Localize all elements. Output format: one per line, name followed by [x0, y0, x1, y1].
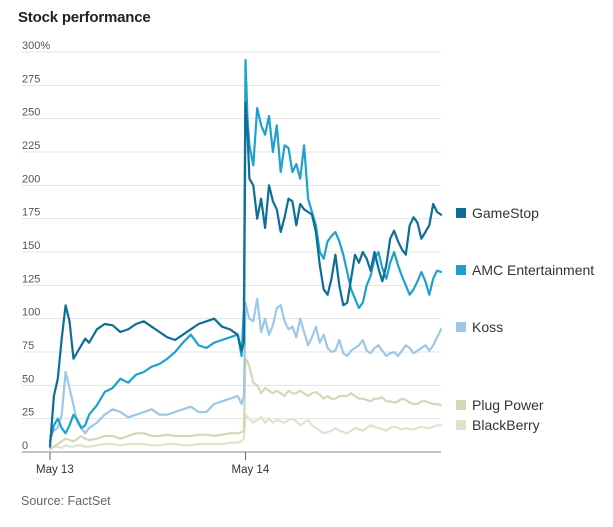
legend-label: Plug Power: [472, 397, 544, 413]
chart-title: Stock performance: [18, 9, 151, 26]
series-line-koss: [48, 297, 443, 438]
series-line-gamestop: [48, 101, 443, 448]
x-tick-label: May 13: [36, 464, 74, 476]
legend-swatch: [456, 208, 466, 218]
series-lines: [48, 58, 443, 451]
series-line-plug-power: [48, 357, 443, 451]
series-line-blackberry: [48, 413, 443, 450]
source-note: Source: FactSet: [21, 494, 111, 508]
legend-label: AMC Entertainment: [472, 262, 594, 278]
y-tick-label: 50: [22, 373, 34, 385]
y-tick-label: 200: [22, 173, 40, 185]
legend-swatch: [456, 322, 466, 332]
x-tick-label: May 14: [232, 464, 270, 476]
x-axis-ticks: May 13 May 14: [36, 452, 270, 476]
y-tick-label: 225: [22, 140, 40, 152]
legend-swatch: [456, 420, 466, 430]
legend-label: Koss: [472, 319, 503, 335]
y-tick-label: 175: [22, 207, 40, 219]
y-tick-label: 300%: [22, 40, 50, 52]
legend-swatch: [456, 265, 466, 275]
gridlines: [22, 51, 441, 453]
y-tick-label: 25: [22, 407, 34, 419]
y-tick-label: 150: [22, 240, 40, 252]
y-tick-label: 125: [22, 273, 40, 285]
series-line-amc-entertainment: [48, 58, 443, 443]
y-tick-label: 250: [22, 107, 40, 119]
y-tick-label: 0: [22, 440, 28, 452]
legend-swatch: [456, 400, 466, 410]
legend-label: BlackBerry: [472, 417, 540, 433]
legend-label: GameStop: [472, 205, 539, 221]
y-tick-label: 275: [22, 73, 40, 85]
y-tick-label: 100: [22, 307, 40, 319]
y-tick-label: 75: [22, 340, 34, 352]
legend: GameStop AMC Entertainment Koss Plug Power B…: [456, 205, 594, 433]
